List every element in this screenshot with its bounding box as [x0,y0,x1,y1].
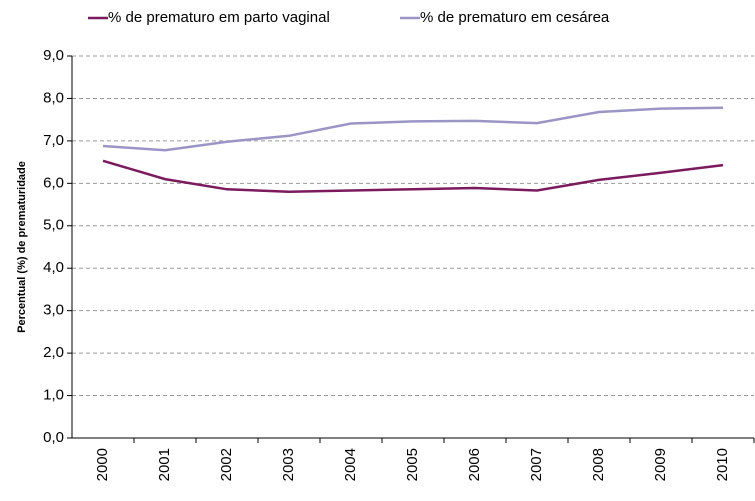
y-tick-label: 3,0 [43,302,64,319]
y-tick-label: 0,0 [43,429,64,446]
y-tick-label: 5,0 [43,217,64,234]
x-tick-label: 2004 [342,448,359,481]
y-tick-label: 9,0 [43,47,64,64]
x-tick-label: 2002 [218,448,235,481]
x-tick-label: 2001 [156,448,173,481]
series-line [102,106,724,152]
x-tick-label: 2000 [94,448,111,481]
x-tick-label: 2010 [714,448,731,481]
y-tick-label: 8,0 [43,89,64,106]
x-tick-label: 2005 [404,448,421,481]
legend-label: % de prematuro em cesárea [420,9,610,26]
x-tick-label: 2003 [280,448,297,481]
y-tick-label: 7,0 [43,132,64,149]
x-tick-label: 2006 [466,448,483,481]
y-tick-label: 2,0 [43,344,64,361]
legend-label: % de prematuro em parto vaginal [108,9,330,26]
x-tick-label: 2008 [590,448,607,481]
y-tick-label: 1,0 [43,387,64,404]
x-tick-label: 2007 [528,448,545,481]
y-tick-label: 4,0 [43,259,64,276]
x-tick-label: 2009 [652,448,669,481]
y-axis-title: Percentual (%) de prematuridade [16,161,28,333]
y-tick-label: 6,0 [43,174,64,191]
series-line [102,159,724,194]
